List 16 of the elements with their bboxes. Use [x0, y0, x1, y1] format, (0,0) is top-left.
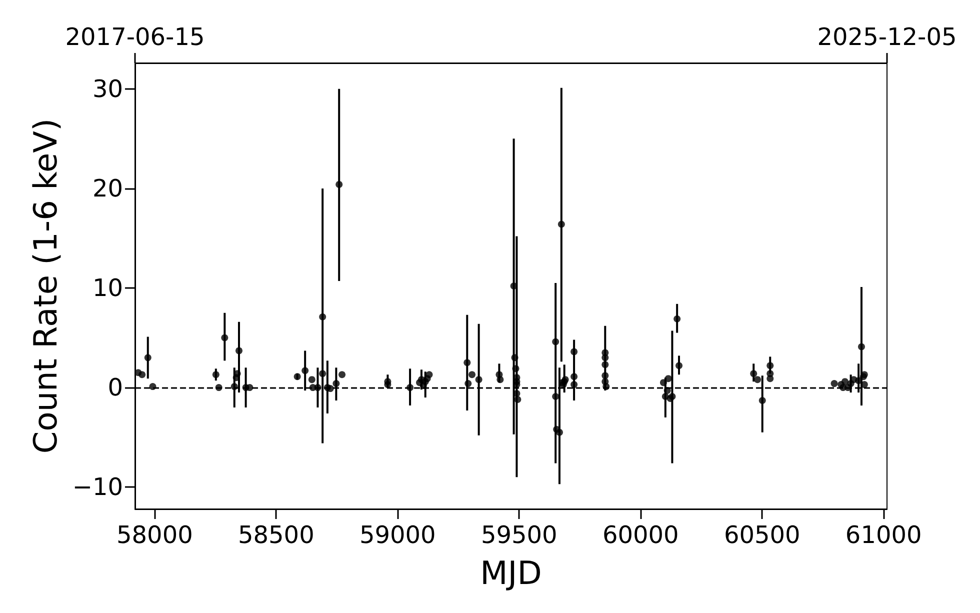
- x2-tick-label: 2017-06-15: [65, 23, 205, 51]
- y-axis-title: Count Rate (1-6 keV): [26, 118, 64, 454]
- y-tick-label: 10: [92, 274, 123, 302]
- x-tick-label: 58000: [116, 521, 193, 549]
- y-tick-label: 0: [108, 374, 123, 402]
- x-tick-label: 60500: [724, 521, 800, 549]
- y-tick-label: −10: [72, 473, 123, 502]
- x-tick-label: 60000: [602, 521, 679, 549]
- y-tick-label: 30: [92, 74, 123, 103]
- x-tick-label: 59000: [359, 521, 436, 549]
- x-axis-title: MJD: [480, 554, 542, 592]
- x-tick-label: 61000: [845, 521, 922, 549]
- x-tick-label: 58500: [238, 521, 314, 549]
- x2-tick-label: 2025-12-05: [817, 23, 957, 51]
- y-tick-label: 20: [92, 174, 123, 202]
- x-tick-label: 59500: [480, 521, 558, 549]
